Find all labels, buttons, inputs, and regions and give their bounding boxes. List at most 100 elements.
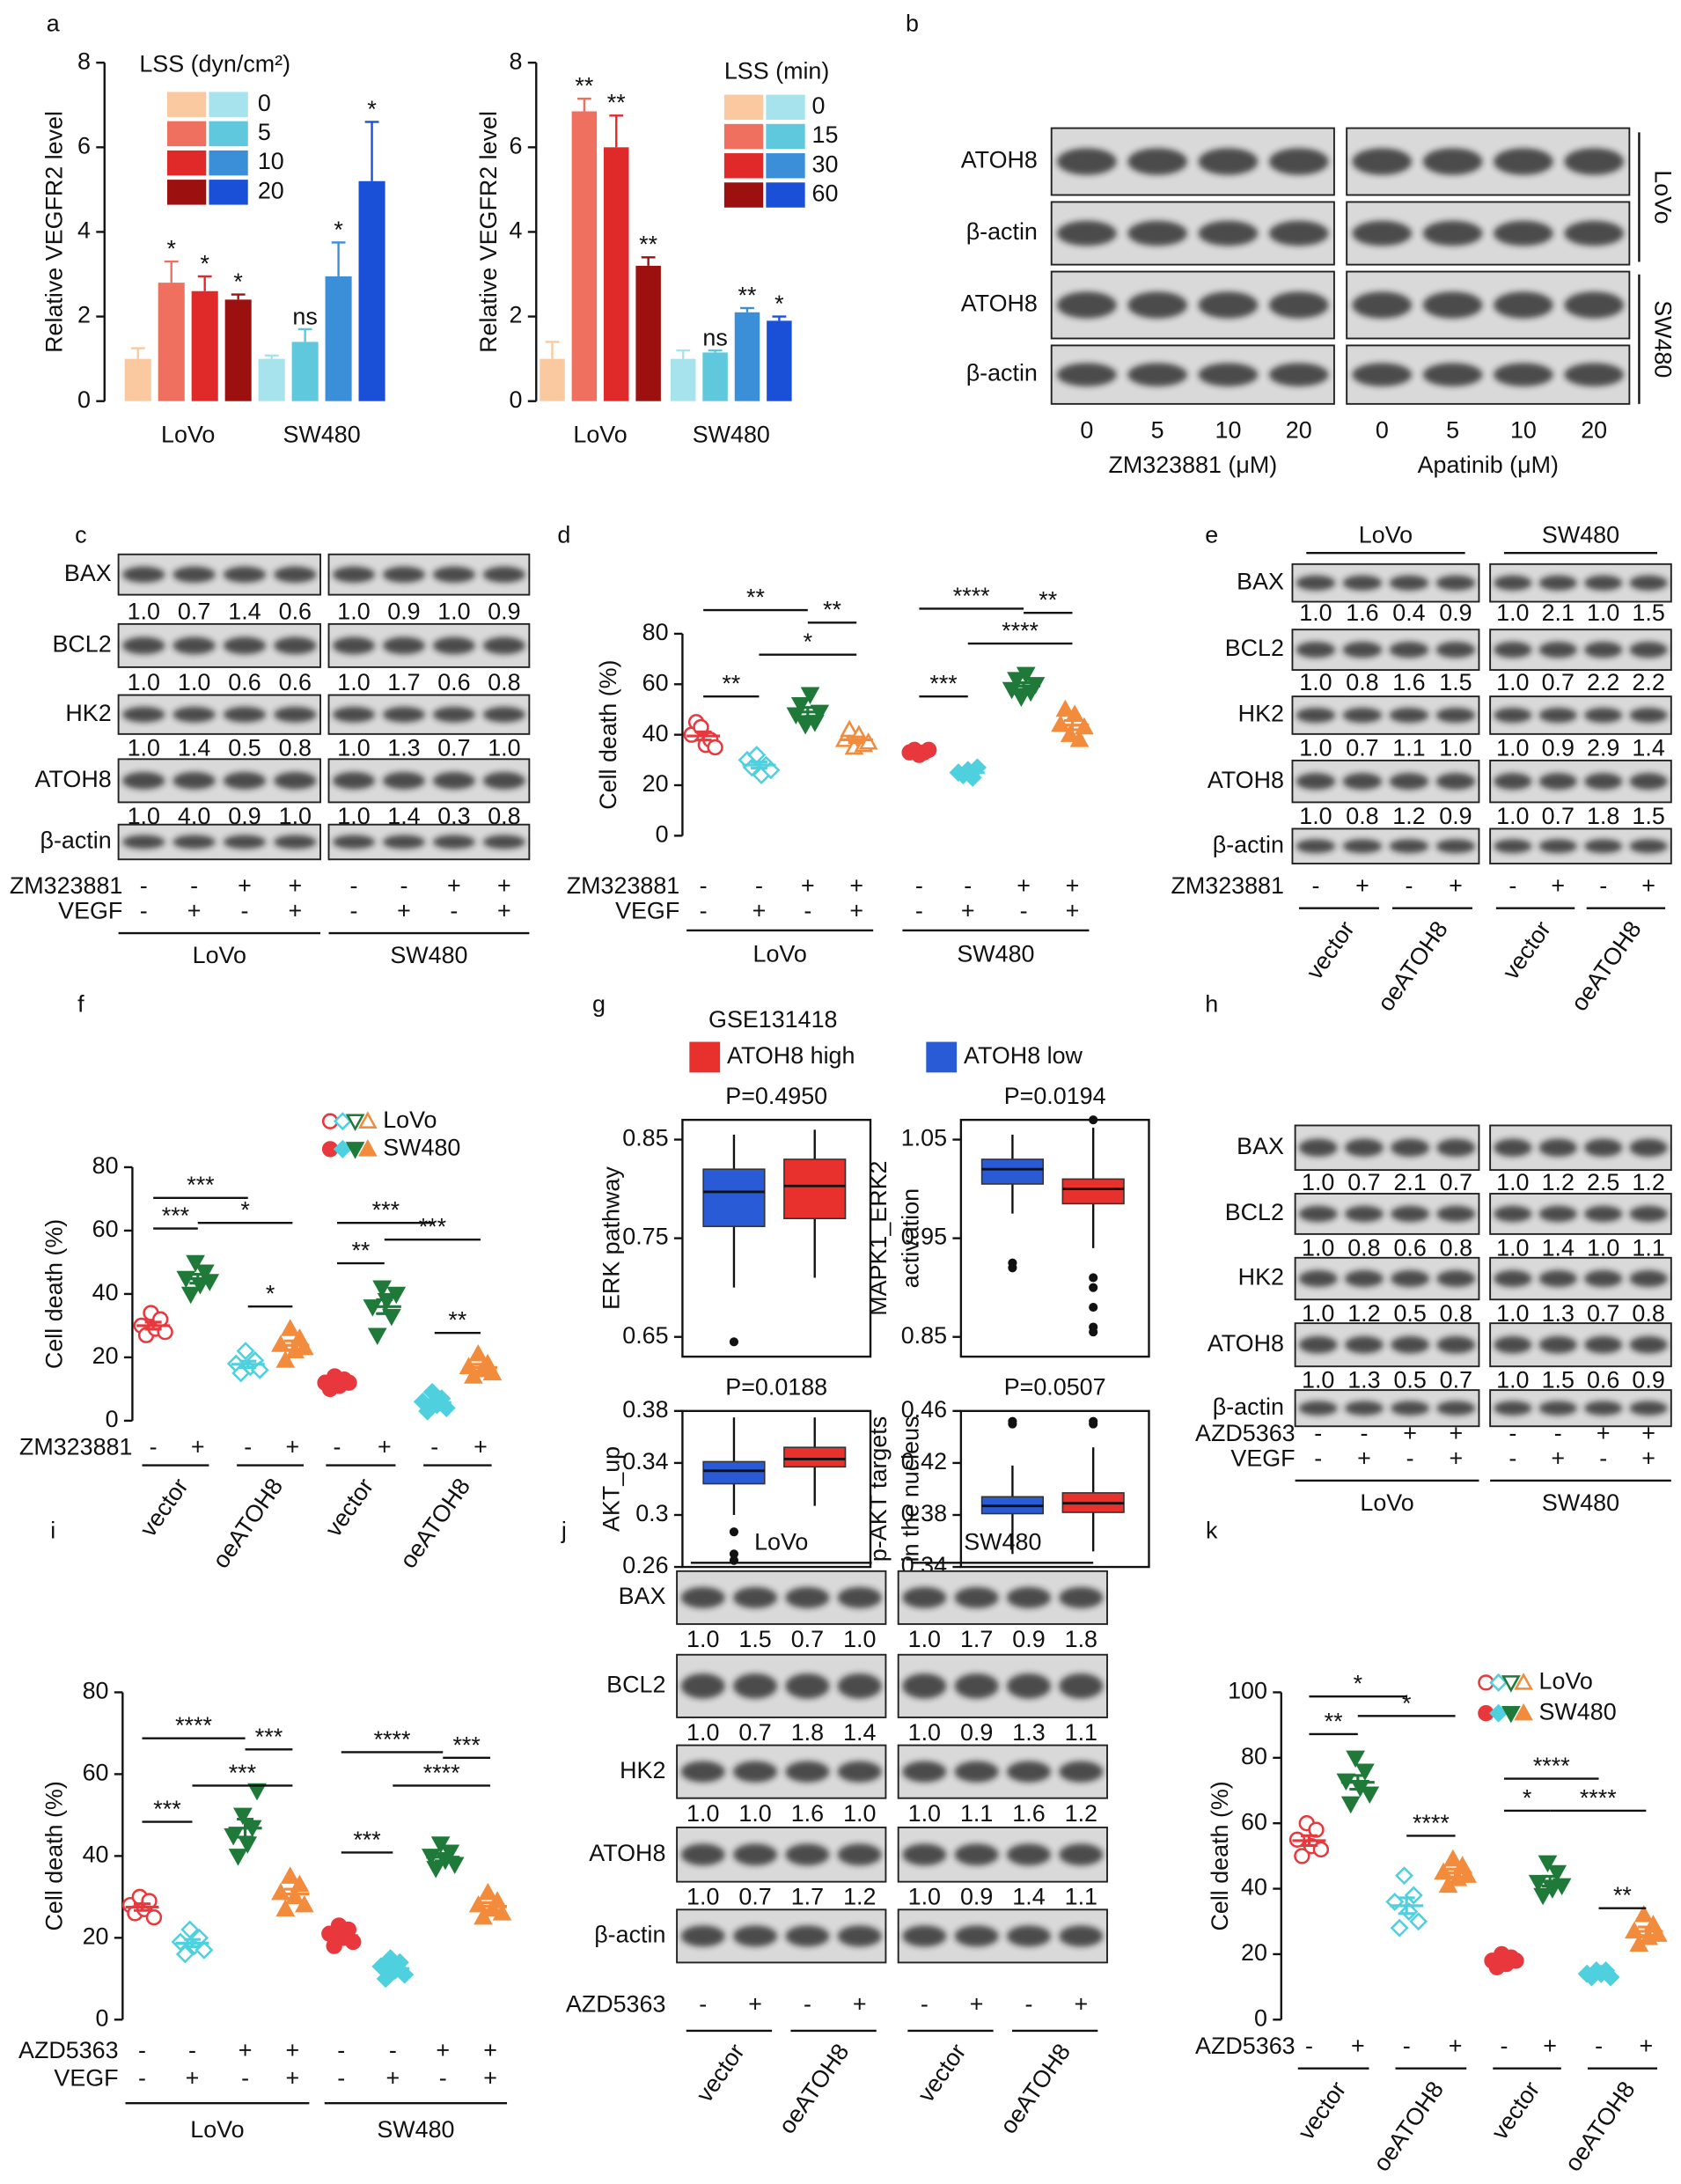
blot-band	[1629, 1138, 1668, 1157]
outlier	[729, 1337, 739, 1347]
blot-band	[1435, 641, 1476, 658]
quantification-label: 1.0	[1496, 1169, 1529, 1195]
lane-label: 5	[1446, 417, 1459, 444]
quantification-label: 1.1	[960, 1800, 993, 1827]
data-point	[1533, 1887, 1553, 1906]
pair-label: vector	[691, 2039, 750, 2107]
y-tick-label: 4	[509, 217, 522, 244]
blot-band	[274, 566, 317, 583]
condition-sign: -	[140, 897, 148, 923]
quantification-label: 1.0	[1299, 669, 1332, 695]
condition-sign: -	[150, 1434, 158, 1460]
significance-label: *	[233, 268, 243, 295]
blot-band	[274, 636, 317, 655]
y-tick-label: 80	[1241, 1743, 1267, 1769]
condition-sign: +	[1351, 2033, 1365, 2059]
condition-label: ZM323881	[1171, 872, 1283, 899]
blot-band	[1298, 1270, 1338, 1288]
y-tick-label: 0.26	[622, 1552, 668, 1578]
blot-band	[1389, 773, 1429, 791]
box	[783, 1158, 847, 1220]
blot-band	[1538, 839, 1577, 854]
blot-band	[1538, 1205, 1577, 1223]
condition-sign: -	[1500, 2033, 1508, 2059]
blot-band	[223, 566, 267, 583]
pair-label: oeATOH8	[1560, 2077, 1641, 2176]
legend-swatch	[209, 150, 248, 176]
blot-band	[1494, 707, 1532, 724]
condition-sign: -	[964, 872, 972, 899]
quantification-label: 0.9	[1012, 1626, 1045, 1652]
y-tick-label: 0	[509, 386, 522, 413]
quantification-label: 1.0	[686, 1719, 719, 1746]
quantification-label: 0.9	[387, 598, 420, 624]
data-point	[271, 1335, 290, 1352]
bar	[702, 352, 728, 401]
outlier	[1089, 1273, 1098, 1283]
blot-band	[1538, 641, 1577, 658]
blot-band	[837, 1586, 882, 1608]
quantification-label: 0.9	[1632, 1367, 1664, 1393]
y-tick-label: 0	[106, 1406, 119, 1432]
y-tick-label: 0.46	[901, 1396, 947, 1423]
legend-label: ATOH8 high	[727, 1042, 855, 1069]
blot-band	[1584, 1401, 1623, 1416]
blot-band	[1538, 1138, 1577, 1157]
condition-label: AZD5363	[18, 2037, 119, 2063]
quantification-label: 1.5	[1542, 1367, 1575, 1393]
outlier	[1089, 1115, 1098, 1125]
blot-band	[382, 835, 425, 849]
row-label: BCL2	[52, 630, 111, 657]
row-label: BAX	[1237, 568, 1284, 594]
row-label: ATOH8	[961, 147, 1038, 173]
condition-sign: +	[191, 1434, 205, 1460]
y-tick-label: 40	[83, 1841, 109, 1867]
quantification-label: 1.0	[337, 734, 370, 761]
condition-sign: -	[1599, 1445, 1607, 1471]
quantification-label: 1.0	[1299, 599, 1332, 626]
row-label: β-actin	[40, 827, 111, 854]
y-tick-label: 20	[92, 1342, 119, 1369]
y-axis-label: MAPK1_ERK2	[865, 1161, 892, 1316]
y-tick-label: 0	[1254, 2004, 1267, 2031]
quantification-label: 0.7	[791, 1626, 824, 1652]
blot-band	[1127, 148, 1187, 175]
blot-band	[1435, 707, 1476, 724]
blot-band	[1629, 641, 1668, 658]
blot-band	[1352, 363, 1413, 386]
data-point	[175, 1945, 195, 1964]
y-axis-label: Cell death (%)	[595, 660, 621, 810]
data-point	[492, 1903, 512, 1921]
blot-band	[1296, 839, 1336, 854]
blot-band	[432, 636, 475, 655]
quantification-label: 1.4	[228, 598, 261, 624]
quantification-label: 1.0	[1439, 734, 1472, 761]
blot-band	[902, 1925, 947, 1947]
blot-band	[680, 1673, 725, 1699]
significance-label: *	[166, 236, 176, 262]
condition-sign: +	[286, 2064, 300, 2091]
data-point	[468, 1344, 488, 1362]
significance-label: *	[240, 1197, 250, 1224]
panel-letter: b	[906, 11, 919, 37]
blot-band	[1389, 641, 1429, 658]
y-tick-label: 0.38	[901, 1500, 947, 1526]
data-point	[271, 1882, 290, 1901]
bar	[540, 358, 565, 401]
quantification-label: 1.0	[1587, 599, 1619, 626]
data-point	[1395, 1866, 1413, 1886]
significance-label: ****	[953, 583, 990, 609]
quantification-label: 1.4	[1012, 1884, 1045, 1910]
condition-sign: -	[1311, 872, 1319, 899]
y-axis-label: activation	[898, 1188, 924, 1289]
data-point	[800, 687, 820, 705]
quantification-label: 2.9	[1587, 734, 1619, 761]
blot-band	[1584, 1270, 1623, 1288]
blot-band	[1296, 773, 1336, 791]
blot-band	[1007, 1925, 1051, 1947]
data-point	[382, 1308, 401, 1327]
side-label: SW480	[1650, 300, 1677, 378]
row-label: BAX	[1237, 1133, 1284, 1159]
y-tick-label: 0.95	[901, 1224, 947, 1250]
legend-label: 20	[258, 177, 284, 203]
